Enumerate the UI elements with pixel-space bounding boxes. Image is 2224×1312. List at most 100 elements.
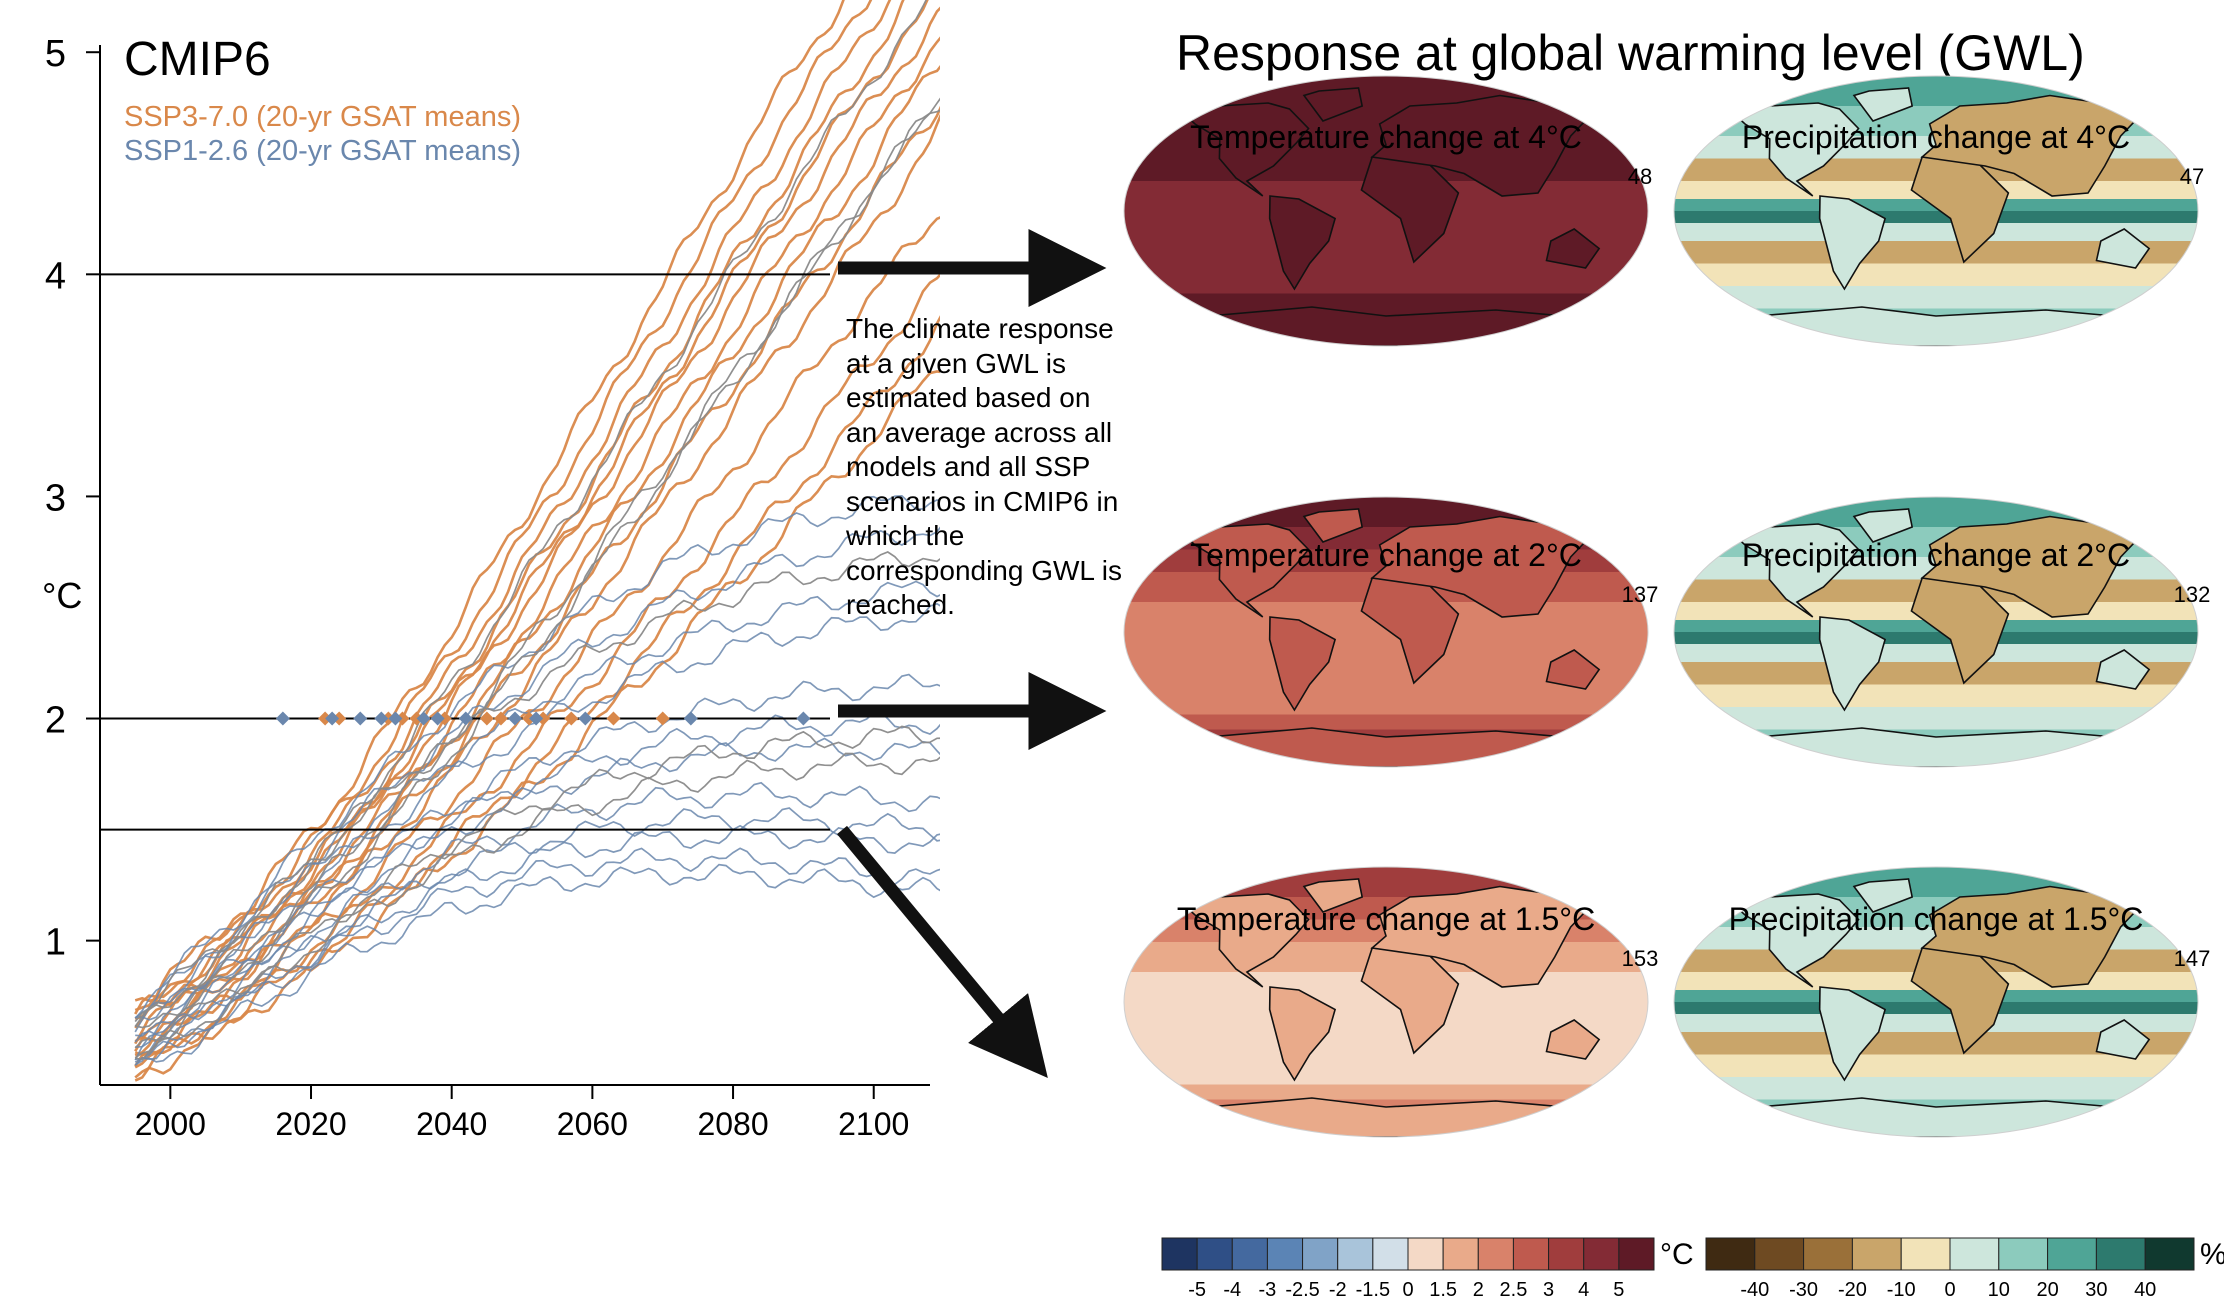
y-tick-label: 4 — [45, 255, 66, 297]
legend-ssp126: SSP1-2.6 (20-yr GSAT means) — [124, 135, 521, 167]
map-grid: Temperature change at 4°C 48 Precipitation… — [1123, 75, 2211, 1138]
continent-outline — [1818, 986, 1887, 1082]
map-precip-4 — [1673, 75, 2199, 347]
y-tick-label: 1 — [45, 922, 66, 964]
temp-colorbar-swatch — [1302, 1237, 1339, 1271]
gwl-marker — [655, 711, 670, 726]
continent-outline — [1852, 87, 1914, 122]
continent-outline — [1268, 195, 1337, 291]
temp-colorbar-tick: -3 — [1259, 1279, 1277, 1301]
x-tick-label: 2100 — [838, 1106, 909, 1142]
explanation-text: The climate response at a given GWL is e… — [846, 313, 1122, 620]
gwl-markers — [275, 711, 811, 726]
right-title: Response at global warming level (GWL) — [1176, 25, 2085, 81]
gwl-marker — [564, 711, 579, 726]
continent-outline — [1545, 1019, 1601, 1060]
gwl-marker — [430, 711, 445, 726]
gwl-marker — [325, 711, 340, 726]
temp-colorbar-tick: -5 — [1188, 1279, 1206, 1301]
globe-border — [1673, 866, 2199, 1138]
continent-outline — [1852, 878, 1914, 913]
continent-outline — [1731, 523, 1860, 618]
series-line — [134, 863, 940, 1066]
series-line — [134, 551, 940, 1023]
gwl-marker — [374, 711, 389, 726]
continent-outline — [1268, 986, 1337, 1082]
arrow-1-5c — [836, 825, 1048, 1079]
y-axis-label: °C — [42, 575, 82, 616]
gsat-timeseries-chart: 1 2 3 4 5 2000 2020 2040 2060 2080 2100 CMIP6 SSP3… — [42, 0, 940, 1142]
precip-colorbar-swatch — [1754, 1237, 1805, 1271]
precip-colorbar-tick: 20 — [2036, 1279, 2058, 1301]
continent-outline — [1302, 508, 1364, 543]
continent-outline — [1910, 947, 2010, 1055]
chart-title: CMIP6 — [124, 33, 271, 86]
precip-colorbar-swatch — [1803, 1237, 1853, 1271]
temp-colorbar-swatch — [1477, 1237, 1514, 1271]
gwl-marker — [381, 711, 396, 726]
temp-colorbar-swatch — [1407, 1237, 1444, 1271]
gwl-response-maps: Response at global warming level (GWL) T… — [1123, 25, 2224, 1301]
gwl-marker — [479, 711, 494, 726]
map-title: Temperature change at 2°C — [1190, 537, 1582, 573]
continent-outline — [2095, 228, 2151, 269]
series-line — [135, 725, 940, 1061]
model-count: 48 — [1628, 164, 1652, 189]
precip-colorbar-swatch — [1998, 1237, 2049, 1271]
gwl-marker — [318, 711, 333, 726]
continent-outline — [1360, 156, 1460, 264]
arrows — [836, 229, 1107, 1079]
gwl-marker — [395, 711, 410, 726]
precip-colorbar-tick: 10 — [1988, 1279, 2010, 1301]
precip-colorbar-tick: -10 — [1887, 1279, 1916, 1301]
map-temp-2 — [1123, 496, 1649, 768]
series-line — [135, 673, 940, 1037]
map-title: Precipitation change at 1.5°C — [1729, 901, 2144, 937]
series-line — [134, 752, 940, 1059]
globe-border — [1673, 75, 2199, 347]
legend-ssp370: SSP3-7.0 (20-yr GSAT means) — [124, 101, 521, 133]
gwl-marker — [493, 711, 508, 726]
y-tick-label: 3 — [45, 477, 66, 519]
continent-outline — [1545, 228, 1601, 269]
continent-outline — [1268, 616, 1337, 712]
temp-colorbar-tick: 4 — [1578, 1279, 1589, 1301]
continent-outline — [1181, 523, 1310, 618]
y-tick-label: 5 — [45, 33, 66, 75]
continent-outline — [1360, 947, 1460, 1055]
x-tick-label: 2060 — [557, 1106, 628, 1142]
continent-outline — [1545, 649, 1601, 690]
precip-colorbar-tick: -40 — [1740, 1279, 1769, 1301]
gwl-marker — [536, 711, 551, 726]
continent-outline — [1181, 893, 1310, 988]
gwl-marker — [332, 711, 347, 726]
precip-colorbar-tick: 0 — [1944, 1279, 1955, 1301]
gwl-marker — [529, 711, 544, 726]
temp-colorbar-swatch — [1196, 1237, 1233, 1271]
globe-border — [1123, 496, 1649, 768]
precip-colorbar-swatch — [2047, 1237, 2097, 1271]
continent-outline — [2095, 649, 2151, 690]
y-tick-label: 2 — [45, 700, 66, 742]
series-line — [134, 109, 940, 1049]
series-line — [134, 0, 845, 1012]
temp-colorbar-swatch — [1337, 1237, 1374, 1271]
continent-outline — [1360, 577, 1460, 685]
precip-colorbar-swatch — [2095, 1237, 2146, 1271]
precip-colorbar-tick: 30 — [2085, 1279, 2107, 1301]
continent-outline — [1818, 195, 1887, 291]
temp-colorbar-unit: °C — [1660, 1238, 1694, 1271]
temp-colorbar-swatch — [1442, 1237, 1479, 1271]
temp-colorbar-tick: -2.5 — [1285, 1279, 1319, 1301]
model-count: 147 — [2174, 946, 2211, 971]
continent-outline — [1818, 616, 1887, 712]
model-count: 132 — [2174, 582, 2211, 607]
precip-colorbar-swatch — [1900, 1237, 1951, 1271]
continent-outline — [1731, 102, 1860, 197]
continent-outline — [1910, 156, 2010, 264]
series-lines — [134, 0, 940, 1082]
temp-colorbar-tick: 2.5 — [1500, 1279, 1528, 1301]
x-tick-label: 2020 — [275, 1106, 346, 1142]
continent-outline — [2095, 1019, 2151, 1060]
series-line — [134, 824, 940, 1066]
